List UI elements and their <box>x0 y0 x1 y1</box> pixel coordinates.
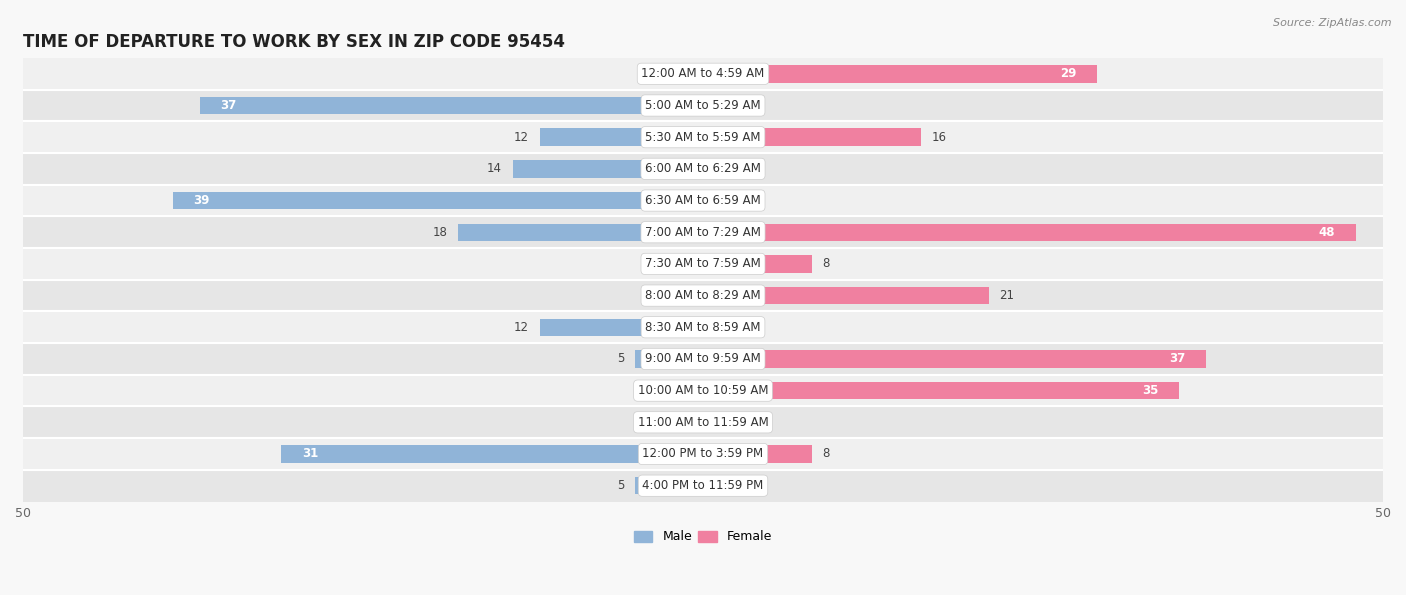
Bar <box>540 318 703 336</box>
Bar <box>703 255 811 273</box>
Text: 31: 31 <box>302 447 318 461</box>
Text: 5:30 AM to 5:59 AM: 5:30 AM to 5:59 AM <box>645 131 761 143</box>
Text: 9:00 AM to 9:59 AM: 9:00 AM to 9:59 AM <box>645 352 761 365</box>
Bar <box>662 65 703 83</box>
Text: 0: 0 <box>755 194 762 207</box>
Bar <box>173 192 703 209</box>
Text: 8:30 AM to 8:59 AM: 8:30 AM to 8:59 AM <box>645 321 761 334</box>
Text: 0: 0 <box>755 99 762 112</box>
Text: 12: 12 <box>515 131 529 143</box>
Bar <box>703 350 1206 368</box>
Text: 0: 0 <box>644 67 651 80</box>
Text: 14: 14 <box>486 162 502 176</box>
Text: 0: 0 <box>755 162 762 176</box>
Bar <box>22 90 1384 121</box>
Text: 0: 0 <box>644 384 651 397</box>
Bar <box>703 477 744 494</box>
Bar <box>703 287 988 304</box>
Text: 29: 29 <box>1060 67 1077 80</box>
Bar <box>200 97 703 114</box>
Text: 37: 37 <box>221 99 236 112</box>
Bar <box>22 184 1384 217</box>
Text: 6:00 AM to 6:29 AM: 6:00 AM to 6:29 AM <box>645 162 761 176</box>
Bar <box>676 255 703 273</box>
Bar <box>22 343 1384 375</box>
Bar <box>22 406 1384 438</box>
Text: 37: 37 <box>1170 352 1185 365</box>
Bar <box>22 217 1384 248</box>
Text: 10:00 AM to 10:59 AM: 10:00 AM to 10:59 AM <box>638 384 768 397</box>
Bar <box>703 224 1355 241</box>
Text: 5: 5 <box>617 479 624 492</box>
Bar <box>676 414 703 431</box>
Bar <box>703 382 1180 399</box>
Text: 5: 5 <box>617 352 624 365</box>
Text: 12:00 AM to 4:59 AM: 12:00 AM to 4:59 AM <box>641 67 765 80</box>
Bar <box>703 318 744 336</box>
Bar <box>281 445 703 463</box>
Bar <box>22 58 1384 90</box>
Bar <box>22 280 1384 311</box>
Text: TIME OF DEPARTURE TO WORK BY SEX IN ZIP CODE 95454: TIME OF DEPARTURE TO WORK BY SEX IN ZIP … <box>22 33 565 51</box>
Text: 5:00 AM to 5:29 AM: 5:00 AM to 5:29 AM <box>645 99 761 112</box>
Legend: Male, Female: Male, Female <box>628 525 778 549</box>
Text: Source: ZipAtlas.com: Source: ZipAtlas.com <box>1274 18 1392 28</box>
Bar <box>662 287 703 304</box>
Bar <box>513 160 703 177</box>
Text: 0: 0 <box>755 479 762 492</box>
Bar <box>636 477 703 494</box>
Text: 21: 21 <box>1000 289 1015 302</box>
Text: 35: 35 <box>1142 384 1159 397</box>
Text: 6:30 AM to 6:59 AM: 6:30 AM to 6:59 AM <box>645 194 761 207</box>
Text: 8:00 AM to 8:29 AM: 8:00 AM to 8:29 AM <box>645 289 761 302</box>
Text: 39: 39 <box>193 194 209 207</box>
Text: 48: 48 <box>1319 226 1336 239</box>
Bar <box>703 414 744 431</box>
Bar <box>22 470 1384 502</box>
Bar <box>662 382 703 399</box>
Text: 8: 8 <box>823 258 830 270</box>
Text: 0: 0 <box>755 321 762 334</box>
Text: 2: 2 <box>658 258 665 270</box>
Bar <box>22 311 1384 343</box>
Text: 4:00 PM to 11:59 PM: 4:00 PM to 11:59 PM <box>643 479 763 492</box>
Bar <box>22 375 1384 406</box>
Bar <box>22 121 1384 153</box>
Bar <box>458 224 703 241</box>
Bar <box>703 65 1098 83</box>
Bar <box>22 153 1384 184</box>
Text: 2: 2 <box>658 416 665 429</box>
Bar <box>636 350 703 368</box>
Text: 0: 0 <box>644 289 651 302</box>
Bar <box>22 248 1384 280</box>
Text: 0: 0 <box>755 416 762 429</box>
Text: 7:30 AM to 7:59 AM: 7:30 AM to 7:59 AM <box>645 258 761 270</box>
Bar <box>703 97 744 114</box>
Bar <box>703 129 921 146</box>
Text: 18: 18 <box>433 226 447 239</box>
Bar <box>22 438 1384 470</box>
Text: 16: 16 <box>932 131 946 143</box>
Text: 11:00 AM to 11:59 AM: 11:00 AM to 11:59 AM <box>638 416 768 429</box>
Bar <box>703 445 811 463</box>
Bar <box>703 192 744 209</box>
Text: 7:00 AM to 7:29 AM: 7:00 AM to 7:29 AM <box>645 226 761 239</box>
Text: 12: 12 <box>515 321 529 334</box>
Text: 8: 8 <box>823 447 830 461</box>
Bar <box>540 129 703 146</box>
Bar <box>703 160 744 177</box>
Text: 12:00 PM to 3:59 PM: 12:00 PM to 3:59 PM <box>643 447 763 461</box>
